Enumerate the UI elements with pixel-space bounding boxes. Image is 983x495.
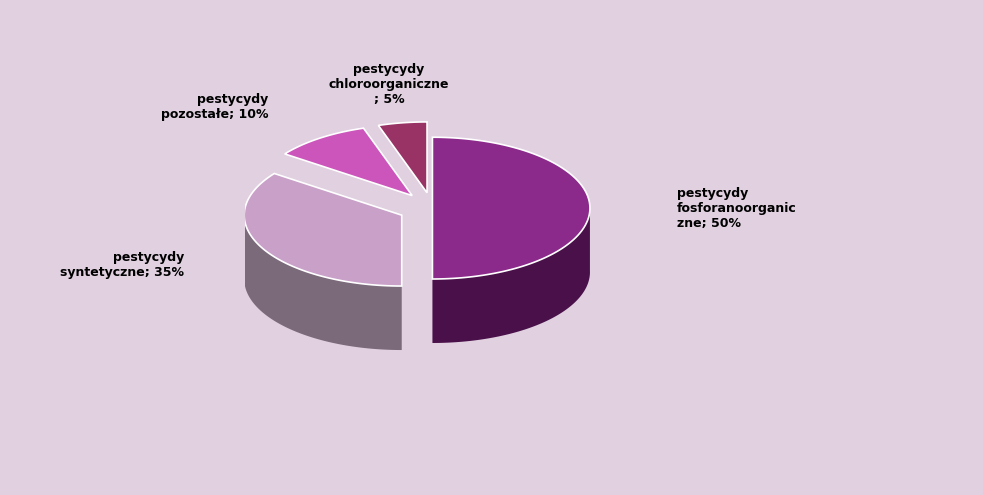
Text: pestycydy
syntetyczne; 35%: pestycydy syntetyczne; 35% <box>60 251 184 279</box>
Polygon shape <box>244 214 402 350</box>
Polygon shape <box>244 174 402 286</box>
Polygon shape <box>433 137 590 279</box>
Text: pestycydy
pozostałe; 10%: pestycydy pozostałe; 10% <box>161 93 268 121</box>
Polygon shape <box>285 128 412 196</box>
Polygon shape <box>433 207 590 343</box>
Text: pestycydy
fosforanoorganic
zne; 50%: pestycydy fosforanoorganic zne; 50% <box>676 187 796 230</box>
Polygon shape <box>378 122 427 193</box>
Text: pestycydy
chloroorganiczne
; 5%: pestycydy chloroorganiczne ; 5% <box>328 63 449 106</box>
